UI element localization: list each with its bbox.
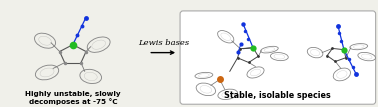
FancyBboxPatch shape — [180, 11, 376, 104]
Text: Stable, isolable species: Stable, isolable species — [224, 91, 331, 100]
Text: Highly unstable, slowly: Highly unstable, slowly — [25, 91, 121, 97]
Text: Lewis bases: Lewis bases — [138, 39, 189, 47]
Text: decomposes at -75 °C: decomposes at -75 °C — [28, 98, 117, 105]
